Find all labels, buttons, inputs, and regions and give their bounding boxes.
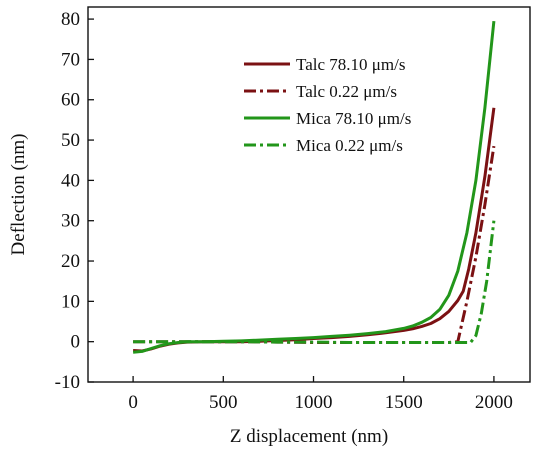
legend-label: Mica 0.22 μm/s — [296, 136, 403, 155]
y-tick-label: 40 — [61, 170, 80, 191]
legend-label: Talc 78.10 μm/s — [296, 55, 405, 74]
x-tick-label: 1000 — [295, 392, 333, 413]
series-lines — [132, 20, 496, 354]
x-tick-label: 0 — [128, 392, 138, 413]
y-tick-label: 60 — [61, 90, 80, 111]
y-tick-label: 0 — [71, 332, 81, 353]
legend-label: Mica 78.10 μm/s — [296, 109, 411, 128]
x-tick-label: 500 — [209, 392, 238, 413]
y-tick-label: 20 — [61, 251, 80, 272]
x-tick-label: 2000 — [475, 392, 513, 413]
legend-label: Talc 0.22 μm/s — [296, 82, 397, 101]
y-tick-label: 80 — [61, 9, 80, 30]
y-tick-label: -10 — [55, 372, 80, 393]
y-axis-title: Deflection (nm) — [8, 134, 29, 256]
x-axis-title: Z displacement (nm) — [230, 426, 388, 447]
y-tick-label: 10 — [61, 291, 80, 312]
y-tick-label: 70 — [61, 49, 80, 70]
plot-frame — [87, 6, 531, 383]
axis-ticks: 0 500 1000 1500 2000 -10 0 10 20 30 40 50 60 70 80 — [55, 9, 513, 413]
x-tick-label: 1500 — [385, 392, 423, 413]
legend: Talc 78.10 μm/s Talc 0.22 μm/s Mica 78.10 … — [244, 55, 411, 155]
series-line-2 — [132, 20, 496, 354]
y-tick-label: 30 — [61, 211, 80, 232]
series-line-1 — [133, 145, 496, 344]
series-line-3 — [133, 220, 496, 344]
y-tick-label: 50 — [61, 130, 80, 151]
